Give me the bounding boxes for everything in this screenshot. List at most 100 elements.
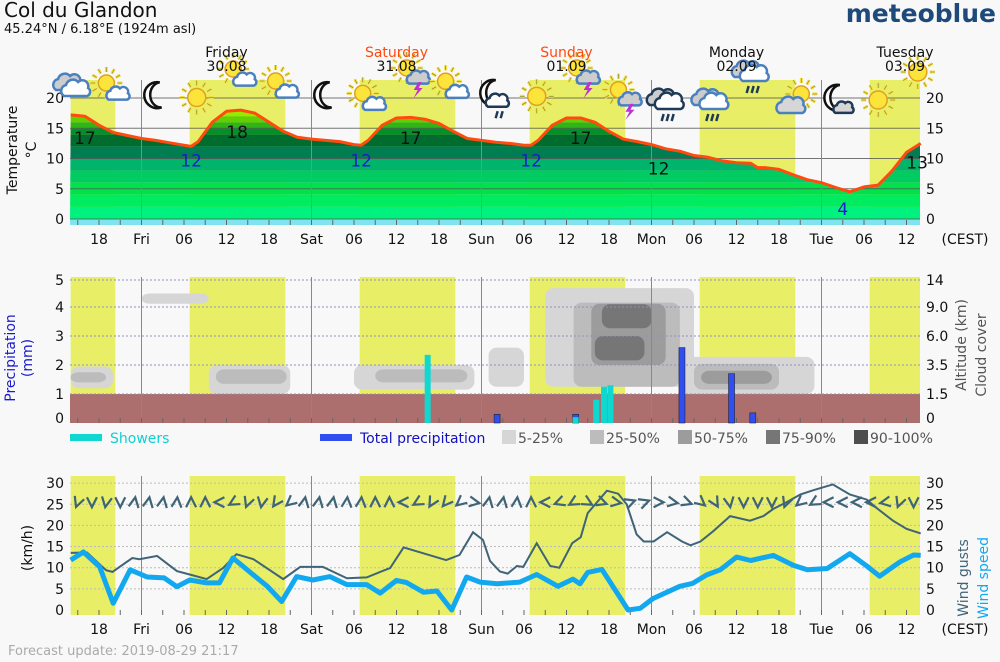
sun-ray-outline — [98, 69, 102, 74]
altitude-axis-title: Altitude (km) — [954, 299, 970, 391]
arrow-chevron — [170, 494, 183, 509]
temperature-max-label: 12 — [648, 159, 670, 179]
cloud-cover-legend-label: 50-75% — [694, 431, 748, 447]
wind-direction-arrow — [895, 495, 907, 510]
sun-ray-outline — [115, 74, 121, 78]
lightning-bolt — [413, 82, 423, 98]
wind-direction-arrow — [311, 494, 324, 509]
time-tick-label: Mon — [637, 622, 667, 638]
daylight-band — [529, 476, 626, 615]
day-date: 02.09 — [716, 59, 756, 75]
wind-direction-arrow — [496, 494, 508, 509]
arrow-chevron — [623, 498, 638, 510]
rain-drop — [494, 110, 499, 119]
time-tick-label: 06 — [345, 622, 363, 638]
rain-drop — [755, 85, 760, 94]
sun-ray-outline — [431, 86, 437, 90]
precipitation-tick: 3 — [55, 329, 64, 345]
cloud-shape — [60, 78, 92, 98]
temperature-min-label: 4 — [837, 200, 848, 220]
rain-drop — [745, 85, 750, 94]
time-tick-label: 06 — [175, 622, 193, 638]
sun-ray-outline — [883, 110, 887, 115]
sun-ray-outline — [586, 59, 591, 63]
sun-icon — [900, 55, 935, 89]
sun-ray-outline — [202, 82, 206, 88]
sun-ray-outline — [527, 81, 532, 87]
cloud-outline — [232, 71, 258, 87]
wind-direction-arrow — [481, 494, 494, 509]
time-tick-label: Fri — [133, 232, 150, 248]
time-tick-label: 12 — [388, 232, 406, 248]
wind-direction-arrow — [877, 495, 892, 508]
wind-tick-right: 20 — [926, 518, 944, 534]
sun-ray-outline — [181, 88, 187, 92]
time-tick-label: 12 — [558, 232, 576, 248]
moon-icon — [143, 80, 163, 110]
altitude-tick: 0 — [926, 411, 935, 427]
weather-icons — [52, 52, 935, 122]
sun-ray-outline — [450, 67, 454, 72]
showers-bar — [424, 354, 431, 423]
day-name: Friday — [205, 45, 247, 61]
cloud-rain-icon — [690, 87, 730, 122]
sun-ray-outline — [98, 92, 102, 98]
time-tick-label: Tue — [809, 232, 834, 248]
cloud-outline — [444, 83, 471, 100]
moon-icon — [313, 80, 333, 110]
moon-shape — [313, 80, 333, 110]
wind-speed-axis-title: Wind speed — [976, 537, 992, 619]
rain-drop — [750, 85, 755, 94]
sun-ray-outline — [623, 75, 627, 81]
sun-ray-outline — [411, 53, 415, 59]
arrow-chevron — [567, 494, 581, 506]
arrow-chevron — [693, 494, 707, 508]
sun-ray-outline — [367, 79, 372, 84]
meteoblue-logo[interactable]: meteoblue — [846, 0, 996, 28]
day-name: Sunday — [540, 45, 592, 61]
cloud-cover-swatch — [678, 430, 692, 444]
time-tick-label: Tue — [809, 622, 834, 638]
wind-direction-arrow — [156, 494, 168, 509]
wind-direction-arrow — [781, 495, 794, 510]
sun-ray-outline — [869, 110, 873, 115]
arrow-chevron — [199, 494, 212, 508]
sun-ray-outline — [888, 105, 894, 109]
wind-direction-arrow — [637, 498, 652, 510]
sun-shape — [519, 79, 554, 114]
wind-direction-arrow — [552, 495, 566, 507]
cloud-cover-legend-label: 90-100% — [870, 431, 933, 447]
wind-direction-arrow — [510, 494, 523, 509]
rain-drop — [710, 113, 715, 122]
wind-tick-left: 20 — [46, 518, 64, 534]
moon-cloud-icon — [823, 83, 855, 115]
temperature-tick-left: 10 — [46, 152, 64, 168]
sun-ray-outline — [604, 94, 610, 99]
wind-tick-right: 15 — [926, 540, 944, 556]
total-precipitation-bar — [728, 373, 735, 424]
sun-thunder-icon — [602, 73, 643, 120]
wind-direction-arrow — [595, 495, 609, 507]
time-tick-label: 12 — [218, 232, 236, 248]
time-axes: 18 Fri 06 12 18 Sat 06 12 18 Sun 06 12 18 Mon 06 12 18 Tu… — [90, 232, 988, 638]
wind-direction-arrow — [271, 495, 284, 509]
cloud-shape — [484, 92, 511, 109]
sun-ray-outline — [392, 59, 398, 63]
sun-ray-outline — [806, 103, 810, 109]
total-precipitation-legend-label: Total precipitation — [359, 431, 485, 447]
sun-icon — [519, 79, 554, 114]
cloud-shape — [444, 83, 471, 100]
sun-ray-outline — [604, 81, 610, 85]
time-tick-label: 06 — [855, 232, 873, 248]
precipitation-panel: 0 0 1 1.5 2 3.5 3 6.0 4 9.0 5 14 — [55, 273, 948, 427]
wind-direction-arrow — [199, 494, 212, 508]
time-tick-label: Sat — [300, 622, 323, 638]
total-precipitation-swatch — [320, 434, 352, 441]
sun-ray-outline — [863, 91, 868, 95]
wind-direction-arrow — [537, 496, 551, 509]
arrow-chevron — [794, 494, 808, 508]
cloud-shape — [361, 95, 388, 112]
sun-ray-outline — [863, 105, 868, 109]
sun-ray-outline — [267, 66, 271, 72]
sun-ray-outline — [562, 73, 568, 77]
